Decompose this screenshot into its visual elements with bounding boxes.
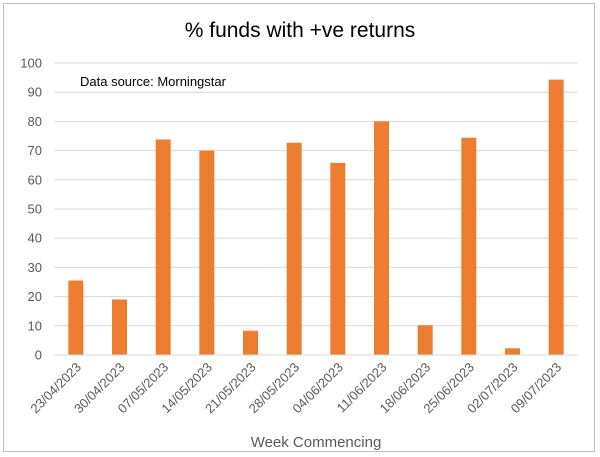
y-tick-label: 50 — [28, 202, 42, 217]
y-tick-label: 100 — [20, 56, 42, 71]
y-tick-label: 0 — [35, 348, 42, 363]
data-source-annotation: Data source: Morningstar — [80, 74, 227, 89]
bars — [68, 79, 564, 356]
y-tick-label: 10 — [28, 318, 42, 333]
y-axis-ticks: 0 10 20 30 40 50 60 70 80 90 100 — [20, 56, 42, 363]
bar — [417, 325, 433, 355]
y-tick-label: 20 — [28, 289, 42, 304]
bar — [461, 137, 477, 355]
bar — [199, 150, 215, 355]
bar — [68, 280, 84, 355]
bar — [374, 121, 389, 356]
bar — [505, 348, 520, 355]
y-tick-label: 70 — [28, 143, 42, 158]
bar — [155, 139, 171, 355]
x-axis-label: Week Commencing — [251, 434, 382, 451]
bar — [286, 142, 302, 355]
y-tick-label: 60 — [28, 172, 42, 187]
y-tick-label: 90 — [28, 85, 42, 100]
chart-title: % funds with +ve returns — [185, 19, 416, 42]
x-axis-ticks: 23/04/202330/04/202307/05/202314/05/2023… — [27, 360, 564, 417]
y-tick-label: 80 — [28, 114, 42, 129]
y-tick-label: 30 — [28, 260, 42, 275]
bar — [548, 79, 564, 356]
bar — [243, 330, 258, 355]
bar — [330, 162, 346, 355]
gridlines — [54, 62, 578, 327]
bar — [112, 299, 127, 355]
y-tick-label: 40 — [28, 231, 42, 246]
